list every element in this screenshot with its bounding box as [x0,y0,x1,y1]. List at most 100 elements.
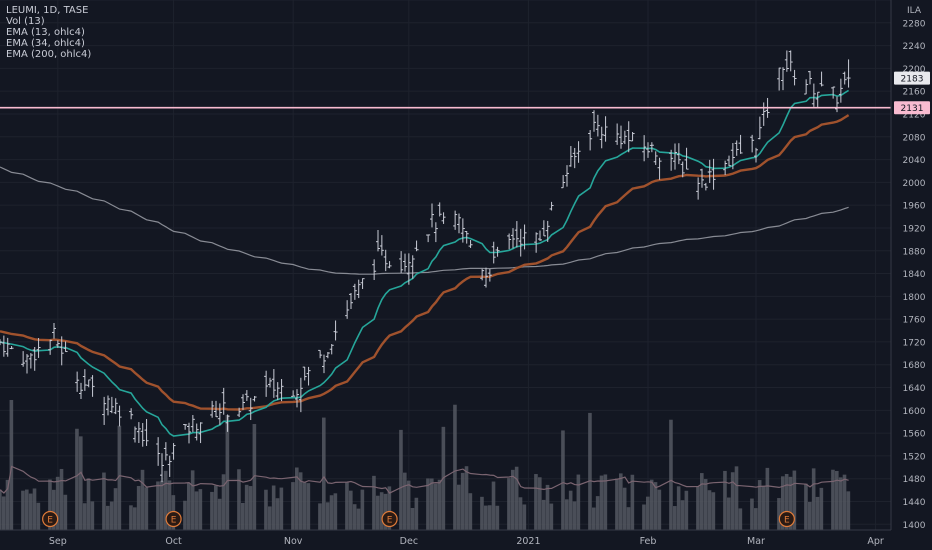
price-tick-label: 1960 [903,202,926,212]
price-bar [514,221,519,248]
price-bar [842,71,847,85]
price-bar [518,228,523,257]
price-bar [302,366,307,381]
price-bar [480,268,485,281]
price-tick-label: 2240 [903,42,926,52]
volume-bar [194,491,199,530]
volume-bar [376,495,380,530]
price-bar [673,143,677,170]
volume-bar [595,496,600,530]
volume-bar [669,419,673,530]
price-bar [815,91,820,108]
time-tick-label: Oct [165,536,182,547]
volume-bar [0,489,2,530]
price-axis: ILA 1400 1440 1480 1520 1560 1600 1640 1680 1720 1… [890,0,932,550]
price-bar [430,203,434,228]
price-bar [410,255,415,279]
price-bar [252,395,257,402]
price-bar [441,212,446,224]
price-bar [750,134,755,153]
volume-bar [237,469,241,530]
level-badge-text: 2131 [901,104,924,114]
price-bar [399,251,404,273]
price-bar [700,168,704,188]
price-bar [491,241,496,264]
volume-bar [302,482,307,530]
price-bar [360,278,365,289]
price-bar [495,246,500,257]
volume-bar [804,483,808,530]
volume-bar [711,492,716,530]
legend-ema34[interactable]: EMA (34, ohlc4) [6,38,85,49]
price-bar [298,377,303,413]
price-bar [619,125,623,149]
price-tick-label: 1440 [903,498,926,508]
volume-bar [603,474,608,530]
price-bar [225,414,230,432]
price-bar [28,353,33,369]
price-bar [383,249,388,272]
price-bar [757,116,762,140]
price-bar [129,408,134,420]
last-price-badge: 2183 [894,71,930,85]
time-tick-label: Feb [640,536,657,547]
price-bar [291,390,296,397]
volume-bar [576,474,581,530]
volume-bar [221,474,226,530]
price-tick-label: 1880 [903,247,926,257]
price-bar [615,123,620,145]
price-bar [468,240,473,248]
volume-bar [36,502,41,530]
volume-bar [248,486,253,530]
price-bar [244,390,249,401]
price-bar [734,140,739,156]
volume-bar [271,485,276,530]
price-bar [549,201,554,211]
price-bar [507,233,512,250]
price-bar [264,370,269,397]
price-bar [831,86,836,99]
price-bar [59,336,64,366]
price-bar [603,116,608,142]
volume-bar [136,486,141,530]
price-bar [198,422,203,444]
volume-bar [522,504,527,530]
volume-bar [406,480,411,530]
legend-symbol[interactable]: LEUMI, 1D, TASE [6,5,89,16]
price-tick-label: 1600 [903,407,926,417]
ohlc-bars [0,50,851,483]
price-bar [9,346,14,350]
price-bar [669,149,674,171]
volume-bar [306,483,311,530]
volume-bar [117,425,122,530]
legend-vol[interactable]: Vol (13) [6,16,45,27]
volume-bar [322,417,326,530]
volume-bar [453,404,457,530]
legend: LEUMI, 1D, TASE Vol (13) EMA (13, ohlc4)… [6,5,91,60]
volume-bar [615,478,619,530]
price-bar [194,423,199,441]
price-bar [79,382,83,399]
earnings-marker-label: E [171,516,177,526]
price-bar [657,157,662,180]
volume-bar [754,508,758,530]
price-bar [684,147,689,170]
volume-bar [484,505,488,530]
volume-bar [349,490,353,530]
price-tick-label: 2120 [903,110,926,120]
price-bar [90,375,95,397]
price-bar [329,344,334,355]
price-bar [376,230,380,252]
time-tick-label: Apr [867,536,884,547]
volume-bar [495,505,500,530]
price-bar [622,130,627,145]
volume-bar [383,493,388,530]
volume-bar [252,424,257,530]
price-bar [295,389,299,408]
legend-ema13[interactable]: EMA (13, ohlc4) [6,27,85,38]
volume-bar [9,400,14,530]
volume-bar [160,480,164,530]
price-bar [0,339,2,346]
legend-ema200[interactable]: EMA (200, ohlc4) [6,49,92,60]
